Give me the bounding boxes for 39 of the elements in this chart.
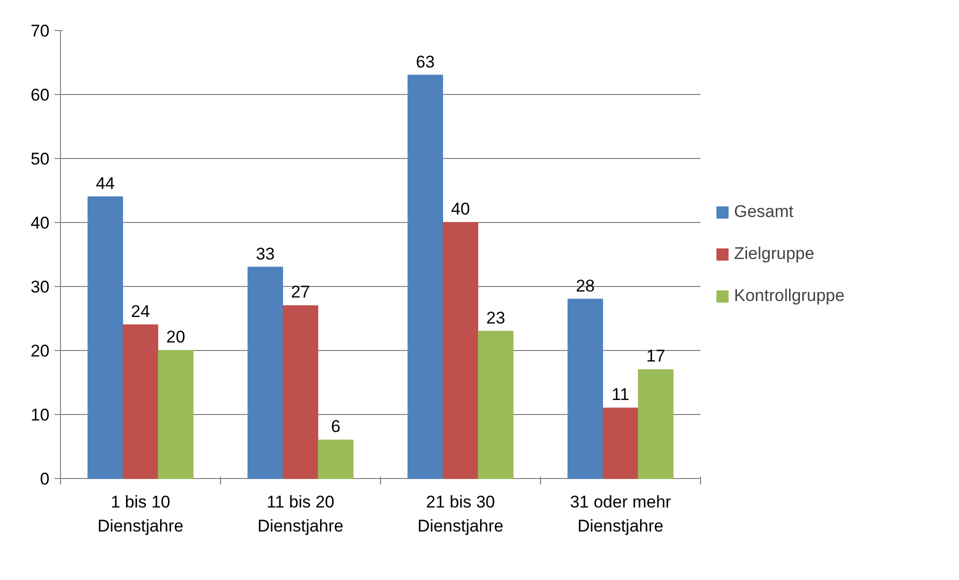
y-tick-label: 30 [30, 278, 50, 296]
legend-label: Kontrollgruppe [734, 286, 845, 306]
y-tick-label: 40 [30, 214, 50, 232]
data-label: 24 [131, 302, 150, 321]
bar [318, 440, 354, 479]
x-tick-label: 1 bis 10 Dienstjahre [98, 492, 184, 536]
bar [408, 74, 444, 479]
bar [248, 266, 284, 479]
x-tick-label: 11 bis 20 Dienstjahre [258, 492, 344, 536]
legend-label: Gesamt [734, 202, 794, 222]
bar [638, 369, 674, 479]
bar [158, 350, 194, 479]
y-tick-label: 50 [30, 150, 50, 168]
data-label: 20 [166, 328, 186, 346]
x-tick-label: 21 bis 30 Dienstjahre [418, 492, 504, 536]
bar [282, 305, 318, 479]
bar [442, 222, 478, 479]
bar [602, 408, 638, 479]
legend-label: Zielgruppe [734, 244, 814, 264]
data-label: 33 [256, 244, 275, 264]
data-label: 40 [451, 200, 470, 218]
data-label: 63 [416, 52, 435, 72]
data-label: 23 [486, 308, 506, 328]
y-tick-label: 60 [30, 86, 50, 104]
data-label: 6 [330, 417, 340, 436]
data-label: 17 [646, 346, 666, 366]
data-label: 28 [576, 276, 595, 296]
x-tick-label: 31 oder mehr Dienstjahre [570, 492, 672, 536]
bar [568, 298, 604, 479]
y-tick-label: 10 [30, 406, 50, 424]
data-label: 44 [96, 174, 115, 193]
data-label: 27 [291, 282, 310, 302]
bar [478, 330, 514, 479]
bar [88, 196, 124, 479]
y-tick-label: 20 [30, 342, 50, 360]
data-label: 11 [612, 385, 630, 404]
y-tick-label: 0 [40, 470, 50, 488]
y-tick-label: 70 [30, 22, 50, 40]
bar [122, 324, 158, 479]
